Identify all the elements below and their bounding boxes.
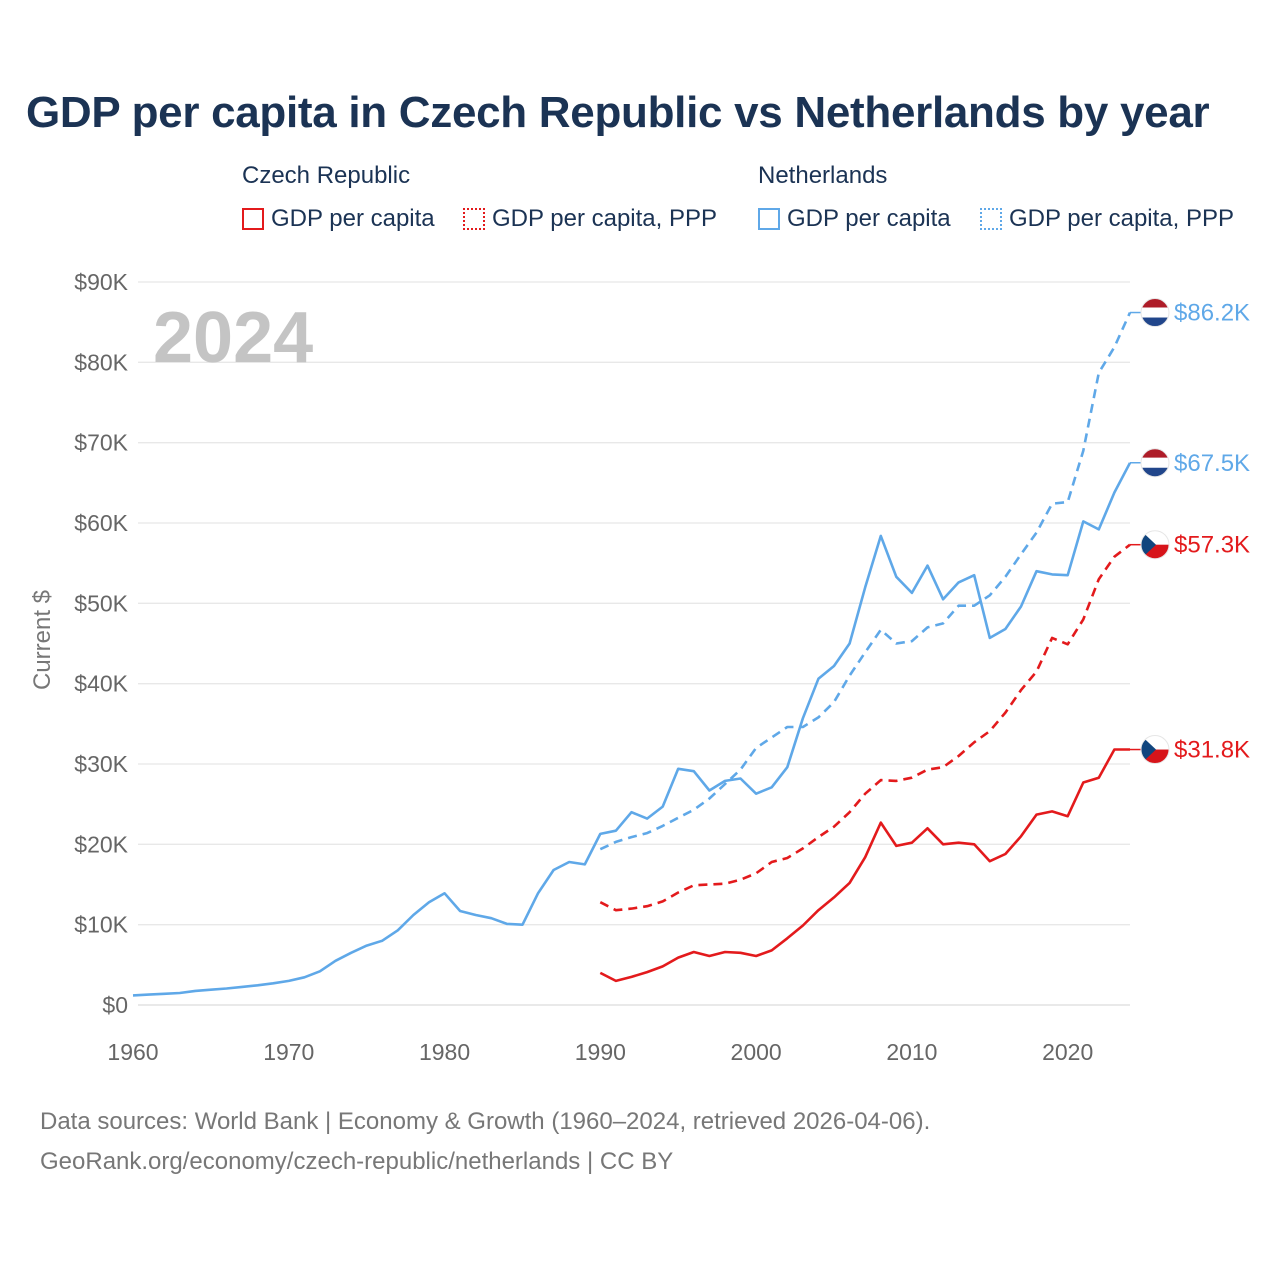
series-line-czech-republic-gdp-per-capita-ppp[interactable] xyxy=(599,543,1131,912)
legend-czech-gdp-ppp-label: GDP per capita, PPP xyxy=(492,205,717,232)
y-tick-label: $50K xyxy=(74,590,128,616)
legend-netherlands-gdp[interactable]: GDP per capita xyxy=(758,205,951,233)
legend-dotted-swatch-blue xyxy=(980,208,1002,230)
y-tick-label: $80K xyxy=(74,349,128,375)
netherlands-flag-icon xyxy=(1141,298,1169,327)
czech-flag-icon xyxy=(1141,530,1169,559)
legend-netherlands-gdp-label: GDP per capita xyxy=(787,205,951,232)
legend-czech-gdp-label: GDP per capita xyxy=(271,205,435,232)
y-tick-label: $70K xyxy=(74,430,128,456)
line-chart: $0 $10K $20K $30K $40K $50K $60K $70K $80K $90K 19… xyxy=(29,269,1250,1065)
footer-source: Data sources: World Bank | Economy & Gro… xyxy=(40,1108,931,1135)
x-tick-label: 1980 xyxy=(419,1039,470,1065)
end-value-label: $86.2K xyxy=(1174,300,1250,327)
y-tick-label: $60K xyxy=(74,510,128,536)
y-tick-label: $30K xyxy=(74,751,128,777)
footer-credit: GeoRank.org/economy/czech-republic/nethe… xyxy=(40,1148,674,1175)
chart-title: GDP per capita in Czech Republic vs Neth… xyxy=(26,88,1210,137)
y-tick-label: $40K xyxy=(74,671,128,697)
legend-dotted-swatch-red xyxy=(463,208,485,230)
legend-netherlands-gdp-ppp-label: GDP per capita, PPP xyxy=(1009,205,1234,232)
legend-czech-gdp[interactable]: GDP per capita xyxy=(242,205,435,233)
end-value-label: $31.8K xyxy=(1174,737,1250,764)
x-tick-label: 2020 xyxy=(1042,1039,1093,1065)
czech-flag-icon xyxy=(1141,735,1169,764)
netherlands-flag-icon xyxy=(1141,448,1169,477)
y-axis-title: Current $ xyxy=(29,590,56,690)
x-tick-label: 1960 xyxy=(107,1039,158,1065)
end-value-label: $57.3K xyxy=(1174,532,1250,559)
year-watermark: 2024 xyxy=(153,298,313,378)
legend-czech-group: Czech Republic xyxy=(242,162,411,189)
legend-solid-swatch-blue xyxy=(758,208,780,230)
x-tick-label: 2000 xyxy=(731,1039,782,1065)
y-tick-label: $20K xyxy=(74,831,128,857)
series-line-netherlands-gdp-per-capita[interactable] xyxy=(132,462,1132,997)
legend-netherlands-group: Netherlands xyxy=(758,162,888,189)
series-line-czech-republic-gdp-per-capita[interactable] xyxy=(599,748,1130,983)
y-tick-label: $0 xyxy=(102,992,128,1018)
x-tick-label: 1970 xyxy=(263,1039,314,1065)
x-tick-label: 1990 xyxy=(575,1039,626,1065)
end-value-label: $67.5K xyxy=(1174,450,1250,477)
series-line-netherlands-gdp-per-capita-ppp[interactable] xyxy=(599,311,1132,851)
y-tick-label: $90K xyxy=(74,269,128,295)
legend-netherlands-gdp-ppp[interactable]: GDP per capita, PPP xyxy=(980,205,1234,233)
legend-czech-gdp-ppp[interactable]: GDP per capita, PPP xyxy=(463,205,717,233)
legend-solid-swatch-red xyxy=(242,208,264,230)
x-tick-label: 2010 xyxy=(886,1039,937,1065)
y-tick-label: $10K xyxy=(74,912,128,938)
